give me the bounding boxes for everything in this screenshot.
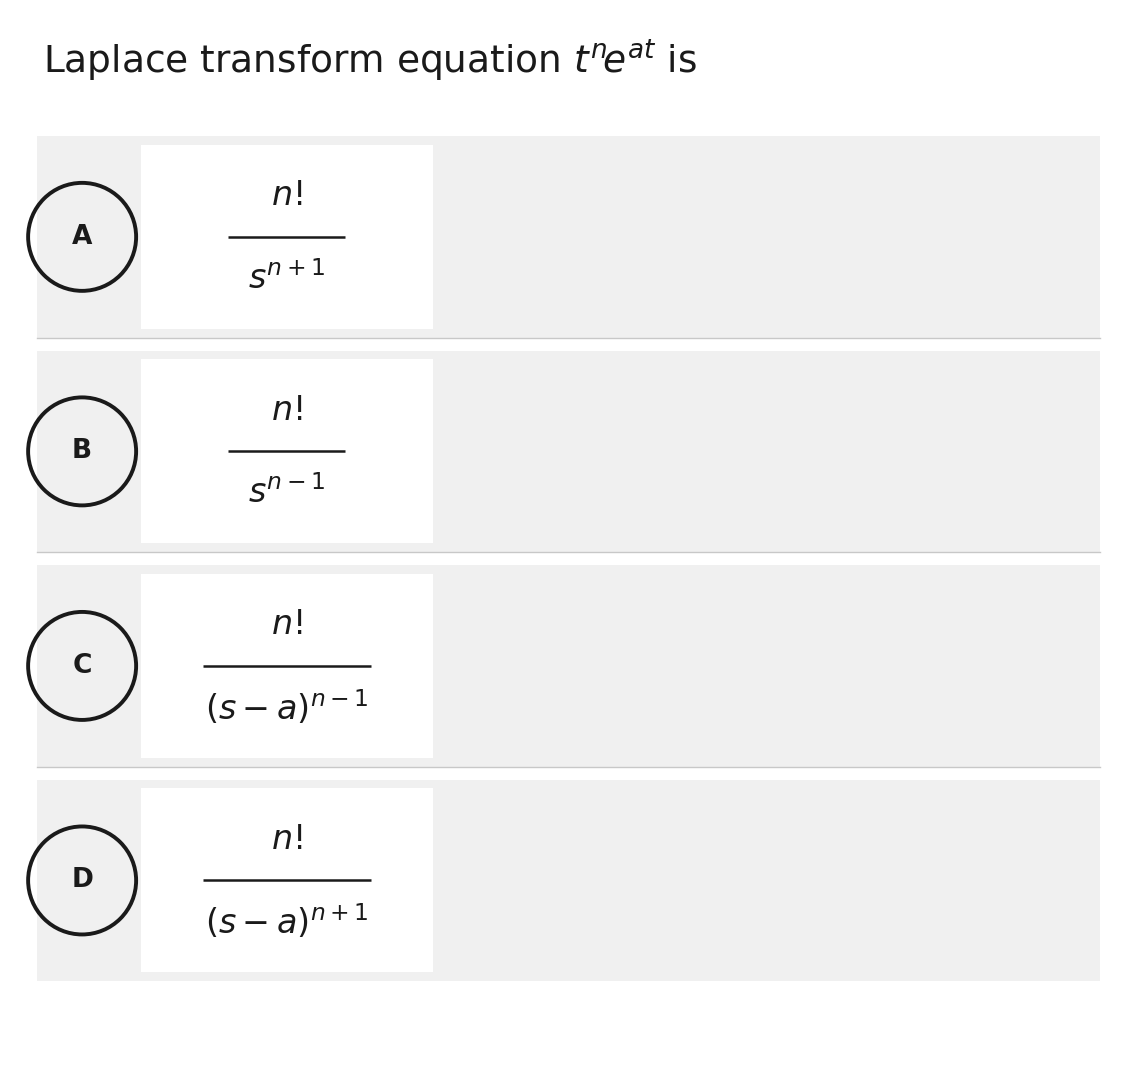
Text: A: A [72,224,92,249]
Text: C: C [72,653,92,678]
Text: $s^{n+1}$: $s^{n+1}$ [249,261,325,295]
FancyBboxPatch shape [37,136,1100,338]
FancyBboxPatch shape [141,788,433,972]
Text: B: B [72,439,92,464]
Text: Laplace transform equation $t^n\!e^{at}$ is: Laplace transform equation $t^n\!e^{at}$… [43,37,696,83]
Text: $n!$: $n!$ [271,608,303,641]
Text: $(s-a)^{n-1}$: $(s-a)^{n-1}$ [205,688,369,726]
FancyBboxPatch shape [141,574,433,758]
Text: $n!$: $n!$ [271,393,303,427]
FancyBboxPatch shape [37,780,1100,981]
Text: $n!$: $n!$ [271,179,303,212]
Text: $s^{n-1}$: $s^{n-1}$ [249,476,325,510]
FancyBboxPatch shape [37,565,1100,767]
Text: D: D [71,868,93,893]
Text: $n!$: $n!$ [271,822,303,856]
Text: $(s-a)^{n+1}$: $(s-a)^{n+1}$ [205,903,369,941]
FancyBboxPatch shape [141,145,433,329]
FancyBboxPatch shape [141,359,433,543]
FancyBboxPatch shape [37,351,1100,552]
